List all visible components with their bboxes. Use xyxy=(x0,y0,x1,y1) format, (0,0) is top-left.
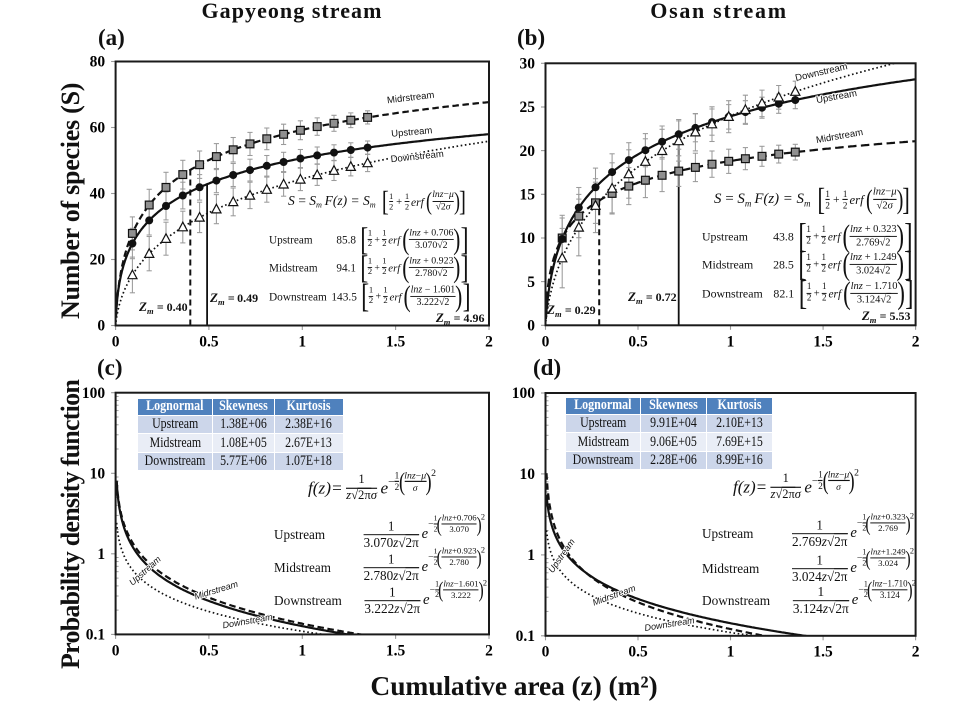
svg-text:30: 30 xyxy=(520,56,536,73)
svg-text:15: 15 xyxy=(520,187,536,204)
svg-text:10: 10 xyxy=(520,230,536,247)
svg-text:1: 1 xyxy=(727,644,735,661)
svg-text:1.5: 1.5 xyxy=(386,643,406,660)
svg-text:2: 2 xyxy=(912,334,920,351)
svg-text:20: 20 xyxy=(90,252,106,269)
svg-text:100: 100 xyxy=(512,385,536,402)
svg-text:0.1: 0.1 xyxy=(516,628,535,645)
svg-text:Downstream: Downstream xyxy=(794,61,849,84)
svg-text:100: 100 xyxy=(82,385,106,402)
svg-text:1.5: 1.5 xyxy=(813,334,833,351)
svg-text:Upstream: Upstream xyxy=(391,125,433,140)
svg-text:2: 2 xyxy=(485,334,493,351)
svg-text:Midrstream: Midrstream xyxy=(193,579,239,602)
svg-text:0: 0 xyxy=(542,334,550,351)
svg-text:1: 1 xyxy=(298,334,306,351)
svg-text:0: 0 xyxy=(542,644,550,661)
svg-text:0.5: 0.5 xyxy=(199,334,219,351)
svg-text:2: 2 xyxy=(485,643,493,660)
svg-text:1: 1 xyxy=(527,547,535,564)
svg-text:10: 10 xyxy=(520,466,536,483)
svg-text:Midrstream: Midrstream xyxy=(386,90,435,107)
svg-text:80: 80 xyxy=(90,54,106,71)
svg-text:1.5: 1.5 xyxy=(386,334,406,351)
svg-text:Downstream: Downstream xyxy=(390,149,444,166)
svg-text:0.1: 0.1 xyxy=(86,627,105,644)
svg-text:2: 2 xyxy=(912,644,920,661)
svg-text:5: 5 xyxy=(527,274,535,291)
svg-text:1: 1 xyxy=(97,546,105,563)
svg-text:0.5: 0.5 xyxy=(628,644,648,661)
svg-text:Midrstream: Midrstream xyxy=(815,127,864,146)
svg-text:20: 20 xyxy=(520,143,536,160)
svg-text:0: 0 xyxy=(527,318,535,335)
svg-text:Upstream: Upstream xyxy=(815,88,858,106)
svg-text:1: 1 xyxy=(727,334,735,351)
svg-text:1: 1 xyxy=(298,643,306,660)
svg-text:0.5: 0.5 xyxy=(628,334,648,351)
svg-text:60: 60 xyxy=(90,120,106,137)
svg-text:0: 0 xyxy=(112,334,120,351)
svg-text:40: 40 xyxy=(90,186,106,203)
svg-text:10: 10 xyxy=(90,466,106,483)
svg-text:0: 0 xyxy=(112,643,120,660)
svg-text:0: 0 xyxy=(97,318,105,335)
svg-text:1.5: 1.5 xyxy=(813,644,833,661)
svg-text:0.5: 0.5 xyxy=(199,643,219,660)
svg-text:25: 25 xyxy=(520,99,536,116)
